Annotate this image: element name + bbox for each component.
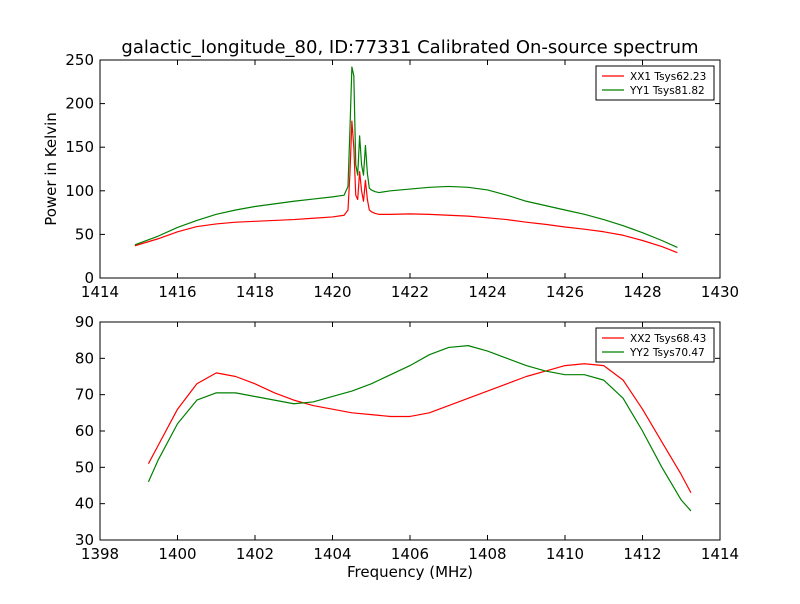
x-tick-label: 1424 [468,283,506,301]
y-tick-label: 250 [65,51,94,69]
legend-entry: YY2 Tsys70.47 [629,347,705,359]
y-tick-label: 60 [75,422,94,440]
y-tick-label: 30 [75,531,94,549]
y-tick-label: 50 [75,458,94,476]
bottom-plot-axes: 1398 1400 1402 1404 1406 1408 1410 1412 1414 30 40… [75,313,739,581]
x-tick-label: 1400 [158,545,196,563]
legend-entry: XX2 Tsys68.43 [630,333,706,345]
y-tick-label: 150 [65,138,94,156]
y-tick-label: 100 [65,182,94,200]
x-tick-label: 1408 [468,545,506,563]
series-line-2-2 [147,345,692,512]
x-tick-label: 1418 [236,283,274,301]
x-tick-label: 1416 [158,283,196,301]
y-axis-label: Power in Kelvin [42,112,60,226]
x-tick-label: 1430 [701,283,739,301]
y-tick-label: 0 [84,269,94,287]
x-tick-label: 1410 [546,545,584,563]
x-tick-label: 1426 [546,283,584,301]
x-tick-label: 1402 [236,545,274,563]
legend: XX1 Tsys62.23 YY1 Tsys81.82 [595,65,715,101]
chart-title: galactic_longitude_80, ID:77331 Calibrat… [121,37,698,58]
series-line-2-1 [147,363,692,494]
y-tick-label: 70 [75,386,94,404]
legend-entry: XX1 Tsys62.23 [630,71,706,83]
x-tick-label: 1422 [391,283,429,301]
x-axis-label: Frequency (MHz) [347,563,473,581]
top-plot-axes: 1414 1416 1418 1420 1422 1424 1426 1428 1430 0 50 1… [42,51,739,301]
y-tick-label: 200 [65,95,94,113]
x-tick-label: 1420 [313,283,351,301]
x-tick-label: 1428 [623,283,661,301]
y-tick-label: 40 [75,495,94,513]
y-tick-label: 50 [75,225,94,243]
y-tick-label: 90 [75,313,94,331]
y-tick-label: 80 [75,349,94,367]
x-tick-label: 1414 [701,545,739,563]
x-tick-label: 1398 [81,545,119,563]
series-line-1-1 [134,120,678,254]
legend-box [595,327,715,363]
x-tick-label: 1406 [391,545,429,563]
legend-box [595,65,715,101]
x-tick-label: 1414 [81,283,119,301]
legend-entry: YY1 Tsys81.82 [629,85,705,97]
x-tick-label: 1404 [313,545,351,563]
legend: XX2 Tsys68.43 YY2 Tsys70.47 [595,327,715,363]
x-tick-label: 1412 [623,545,661,563]
series-line-1-2 [134,66,678,249]
